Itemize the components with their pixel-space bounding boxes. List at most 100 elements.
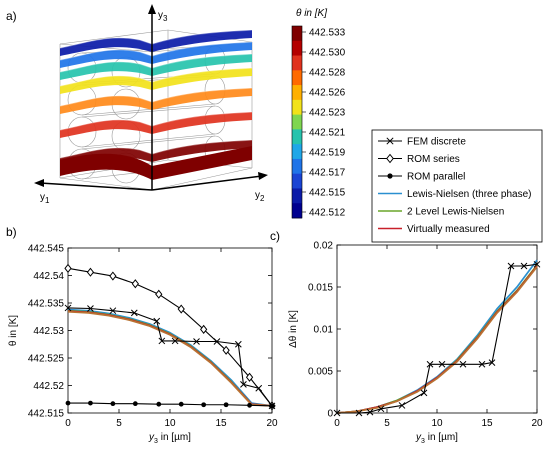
marker-dot (201, 402, 207, 408)
legend-item: Virtually measured (378, 224, 490, 235)
x-axis-title: y3 in [µm] (148, 432, 191, 445)
axis-y1-label: y1 (40, 192, 50, 205)
x-tick-label: 0 (65, 418, 71, 429)
colorbar-swatch (292, 173, 302, 189)
plot-frame (336, 244, 538, 414)
fiber-line (81, 105, 216, 118)
colorbar-swatch (292, 70, 302, 86)
series (67, 308, 273, 407)
series (64, 263, 276, 411)
marker-dot (247, 402, 252, 408)
marker-x (171, 337, 179, 345)
series-line (336, 259, 538, 414)
marker-x (398, 402, 406, 409)
colorbar-frame (291, 25, 303, 219)
y-axis-title: θ in [K] (8, 315, 19, 346)
temperature-layer (60, 54, 252, 80)
y-tick-label: 442.52 (33, 381, 64, 392)
y-tick-label: 0.01 (314, 325, 334, 336)
series-line (67, 310, 273, 407)
marker-x (507, 262, 515, 270)
axis-y1-line (39, 182, 153, 191)
marker-x (438, 360, 446, 368)
colorbar-label: 442.519 (309, 148, 346, 159)
colorbar-label: 442.517 (309, 168, 346, 179)
marker-diamond (109, 271, 117, 281)
cube-edge (59, 29, 169, 45)
axis-y1-arrow (34, 179, 44, 187)
series (333, 260, 541, 417)
marker-dot (178, 401, 184, 407)
cube-edge (151, 167, 253, 191)
colorbar-swatch (292, 188, 302, 204)
fiber-line (81, 103, 216, 116)
x-axis-title: y3 in [µm] (415, 432, 458, 445)
legend: FEM discrete ROM series ROM parallel Lewis-… (371, 129, 543, 243)
marker-x (488, 359, 496, 366)
axis-y2-arrow (258, 172, 268, 180)
marker-diamond (155, 289, 163, 299)
colorbar-swatch (292, 85, 302, 101)
legend-box (371, 129, 543, 243)
colorbar-swatch (292, 203, 302, 219)
colorbar-label: 442.521 (309, 128, 346, 139)
colorbar-swatch (292, 99, 302, 116)
marker-x (386, 137, 394, 145)
series (67, 310, 273, 407)
marker-x (158, 337, 166, 345)
colorbar-label: 442.530 (309, 48, 346, 59)
temperature-layer-bottom (60, 146, 252, 180)
cube-axes: y3 y1 y2 (34, 4, 268, 205)
y-tick-label: 0.015 (308, 283, 333, 294)
series-line (337, 263, 538, 414)
colorbar-label: 442.528 (309, 68, 346, 79)
colorbar-swatch (292, 40, 302, 56)
colorbar-label: 442.533 (309, 28, 346, 39)
marker-diamond (177, 304, 185, 314)
colorbar-swatch (292, 129, 302, 145)
x-tick-label: 5 (116, 418, 122, 429)
y-tick-label: 442.535 (28, 299, 65, 310)
temperature-layer (60, 68, 252, 94)
panel-label-b: b) (6, 225, 17, 239)
marker-x (420, 389, 428, 397)
marker-diamond (86, 267, 95, 277)
legend-label: Lewis-Nielsen (three phase) (407, 189, 532, 200)
marker-x (234, 340, 242, 348)
x-tick-label: 5 (384, 418, 390, 429)
y-axis-title: Δθ in [K] (288, 310, 299, 348)
marker-diamond (222, 345, 230, 355)
panel-label-c: c) (270, 229, 280, 243)
colorbar-swatch (292, 55, 302, 71)
temperature-layer (60, 112, 252, 138)
x-tick-label: 20 (266, 418, 278, 429)
marker-diamond (131, 279, 139, 289)
chart-c: 0 5 10 15 20 0 0.005 0.01 0.015 0.02 y3 in [µm] Δθ … (288, 241, 543, 446)
colorbar-label: 442.512 (309, 208, 346, 219)
y-tick-label: 442.53 (33, 326, 64, 337)
axis-y2-label: y2 (255, 190, 265, 203)
marker-dot (223, 402, 229, 408)
marker-x (240, 381, 247, 388)
marker-x (153, 317, 161, 325)
marker-diamond (245, 372, 254, 382)
x-tick-label: 15 (481, 418, 493, 429)
marker-x (130, 309, 138, 317)
marker-x (377, 405, 385, 413)
y-tick-label: 0.005 (308, 367, 333, 378)
axis-y3-arrow (148, 4, 156, 14)
marker-dot (269, 403, 275, 409)
y-tick-label: 0.02 (314, 241, 334, 252)
marker-diamond (200, 324, 208, 335)
marker-diamond (64, 263, 72, 273)
temperature-layer (60, 88, 252, 114)
x-tick-label: 20 (531, 418, 543, 429)
marker-x (459, 360, 467, 368)
cube-edge (59, 177, 153, 191)
legend-label: ROM series (407, 154, 460, 165)
marker-dot (65, 400, 71, 406)
marker-x (478, 360, 486, 368)
cube-illustration: y3 y1 y2 (34, 4, 268, 205)
colorbar-swatch (292, 114, 302, 130)
